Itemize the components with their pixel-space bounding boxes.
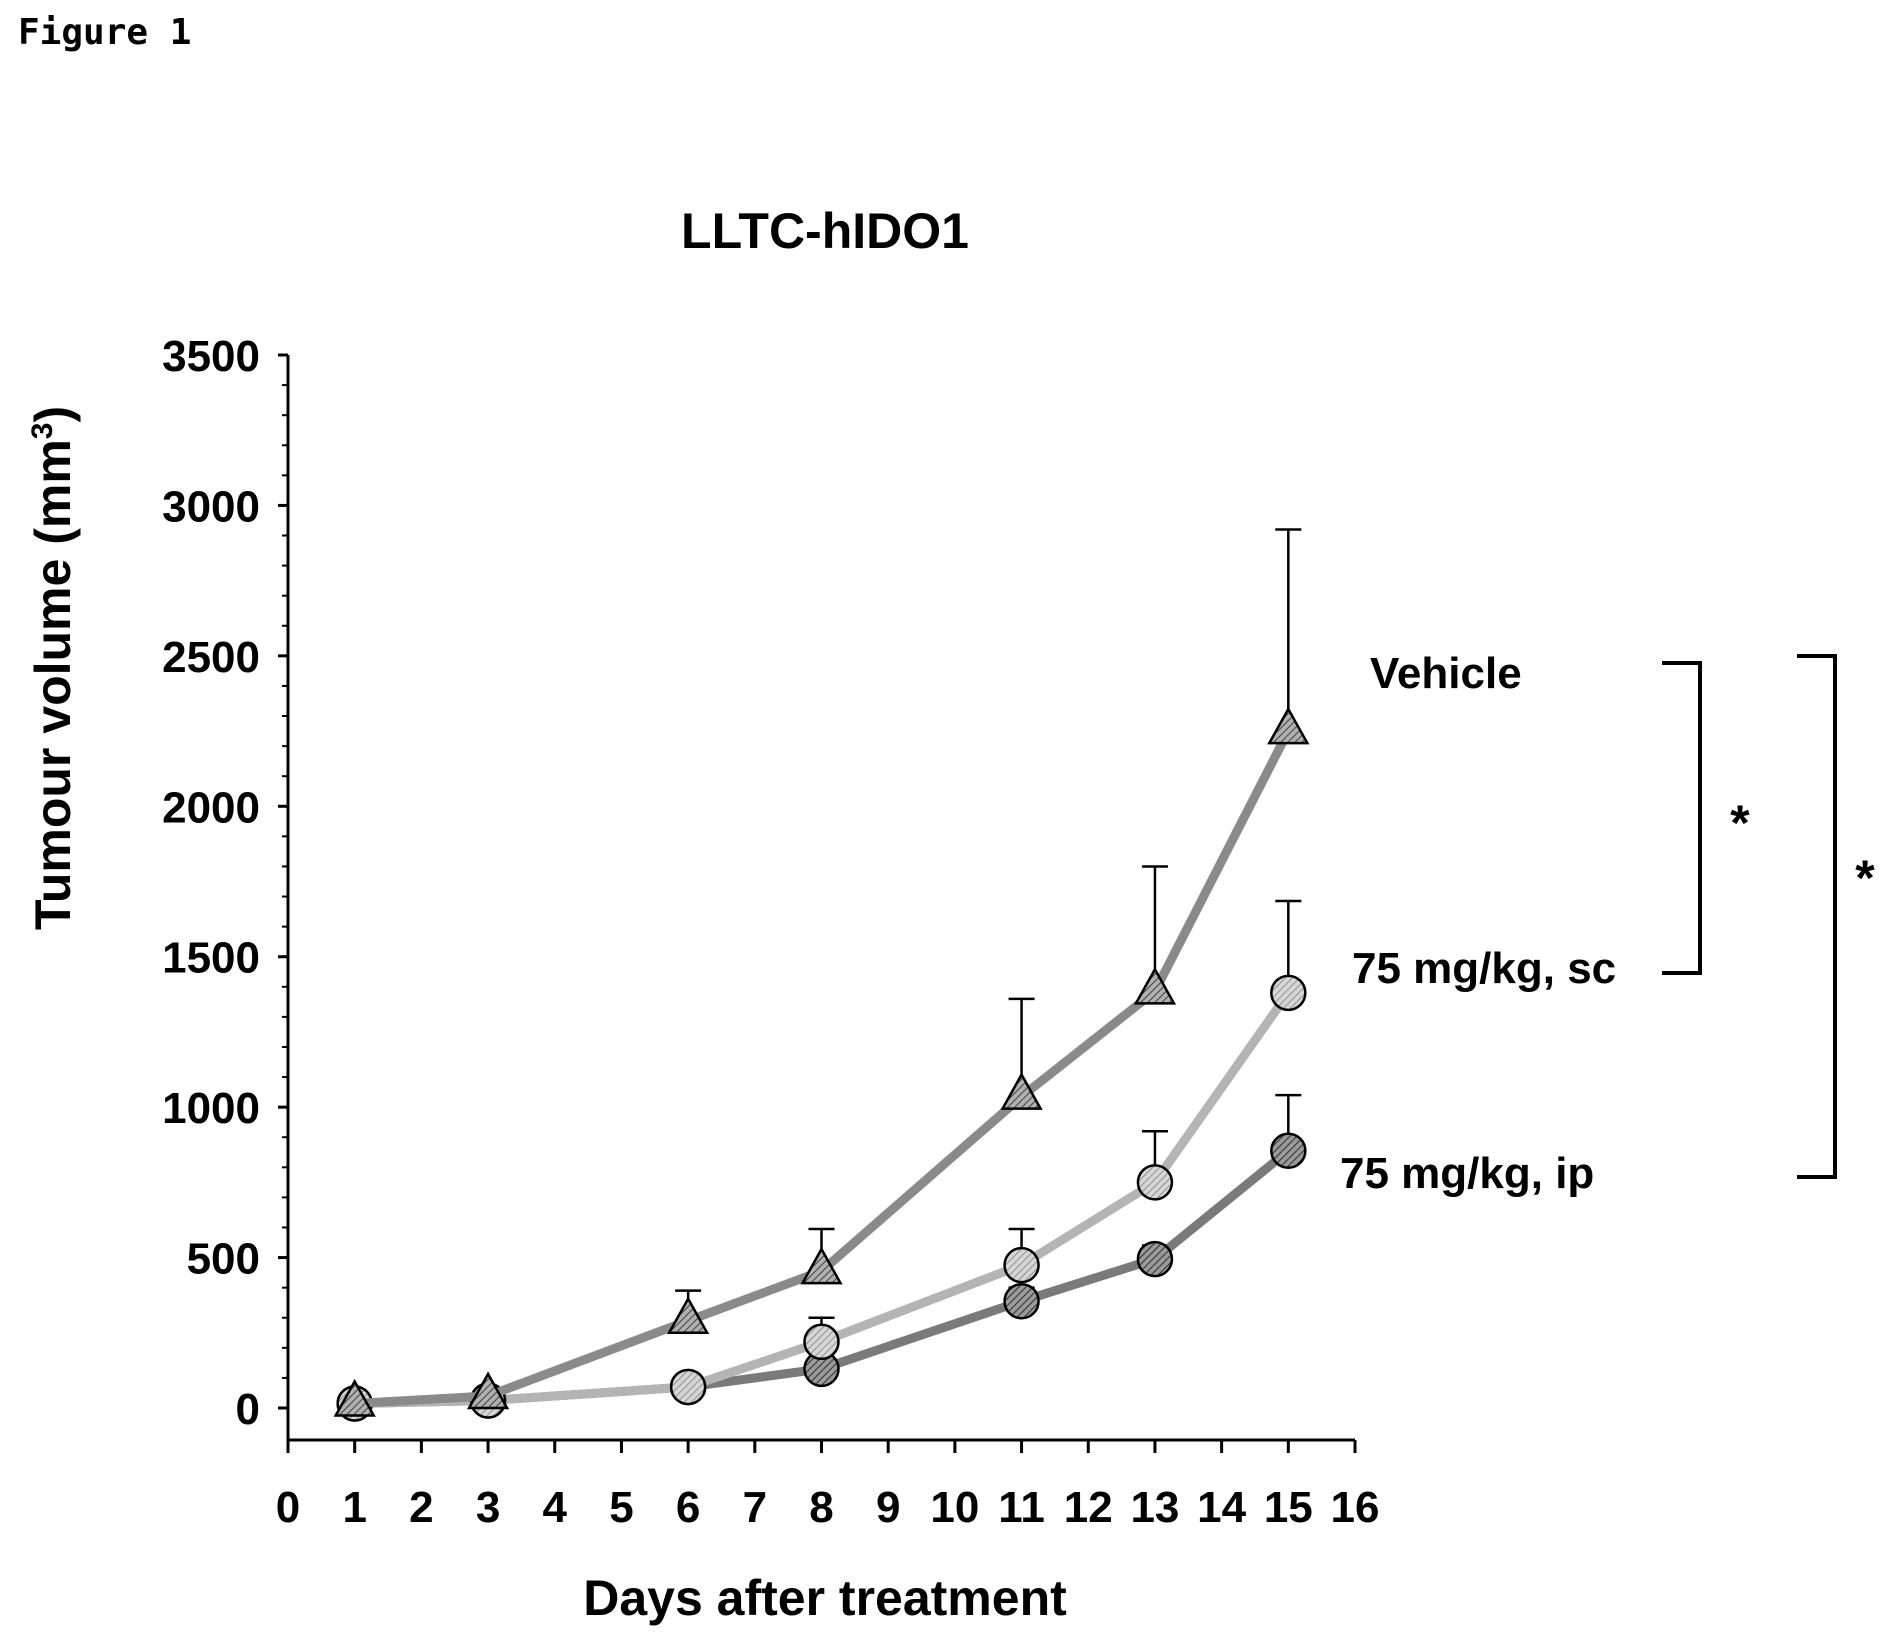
y-tick-label: 0 xyxy=(236,1385,260,1434)
data-point-sc xyxy=(1270,974,1307,1012)
x-axis-label: Days after treatment xyxy=(583,1570,1067,1626)
y-tick-label: 3000 xyxy=(162,482,260,531)
data-point-sc xyxy=(803,1323,840,1361)
y-axis-label-main: Tumour volume (mm xyxy=(25,439,81,930)
x-tick-label: 13 xyxy=(1130,1483,1179,1532)
data-point-sc xyxy=(669,1368,707,1406)
data-point-vehicle xyxy=(333,1378,376,1417)
data-point-vehicle xyxy=(1267,706,1310,745)
y-tick-label: 2500 xyxy=(162,633,260,682)
x-tick-label: 12 xyxy=(1064,1483,1113,1532)
x-tick-label: 11 xyxy=(998,1483,1045,1532)
legend-label-sc: 75 mg/kg, sc xyxy=(1352,944,1616,993)
y-axis-ticks: 0 500 1000 1500 2000 2500 3000 3500 xyxy=(162,332,288,1434)
data-point-ip xyxy=(1003,1282,1040,1320)
series-layer xyxy=(333,528,1310,1422)
x-tick-label: 10 xyxy=(930,1483,979,1532)
data-point-vehicle xyxy=(1000,1072,1043,1110)
y-tick-label: 1000 xyxy=(162,1084,260,1133)
significance-star-sc: * xyxy=(1730,795,1750,851)
figure-label: Figure 1 xyxy=(18,12,192,53)
x-tick-label: 6 xyxy=(676,1483,700,1532)
x-tick-label: 14 xyxy=(1197,1483,1246,1532)
significance-star-ip: * xyxy=(1855,850,1875,906)
x-tick-label: 9 xyxy=(876,1483,900,1532)
x-tick-label: 4 xyxy=(543,1483,568,1532)
y-axis-label: Tumour volume (mm3) xyxy=(25,406,81,930)
x-tick-label: 2 xyxy=(409,1483,433,1532)
significance-bracket-sc xyxy=(1662,661,1702,975)
significance-bracket-ip xyxy=(1797,654,1837,1179)
data-point-vehicle xyxy=(1133,966,1177,1005)
y-tick-label: 3500 xyxy=(162,332,260,381)
x-tick-label: 0 xyxy=(276,1483,300,1532)
data-point-sc xyxy=(1136,1164,1174,1201)
y-axis-label-superscript: 3 xyxy=(26,423,59,440)
series-vehicle xyxy=(333,528,1310,1417)
data-point-vehicle xyxy=(800,1246,843,1285)
legend-label-ip: 75 mg/kg, ip xyxy=(1340,1149,1594,1198)
x-tick-label: 16 xyxy=(1331,1483,1380,1532)
data-point-vehicle xyxy=(666,1296,710,1334)
x-tick-label: 8 xyxy=(809,1483,833,1532)
x-axis-ticks: 0 1 2 3 4 5 6 7 8 9 10 11 12 13 14 15 16 xyxy=(276,1440,1380,1532)
data-point-vehicle xyxy=(466,1371,510,1410)
y-axis-label-close: ) xyxy=(25,406,81,423)
series-line-vehicle xyxy=(354,729,1293,1408)
chart-title: LLTC-hIDO1 xyxy=(681,203,969,259)
data-point-ip xyxy=(1270,1132,1307,1170)
x-tick-label: 1 xyxy=(342,1483,366,1532)
data-point-ip xyxy=(1136,1240,1174,1278)
x-tick-label: 5 xyxy=(609,1483,633,1532)
x-tick-label: 15 xyxy=(1264,1483,1313,1532)
y-tick-label: 1500 xyxy=(162,934,260,983)
x-tick-label: 7 xyxy=(743,1483,767,1532)
legend-label-vehicle: Vehicle xyxy=(1370,649,1522,698)
data-point-sc xyxy=(1003,1246,1040,1284)
x-tick-label: 3 xyxy=(476,1483,500,1532)
y-tick-label: 500 xyxy=(187,1235,260,1284)
y-tick-label: 2000 xyxy=(162,783,260,832)
